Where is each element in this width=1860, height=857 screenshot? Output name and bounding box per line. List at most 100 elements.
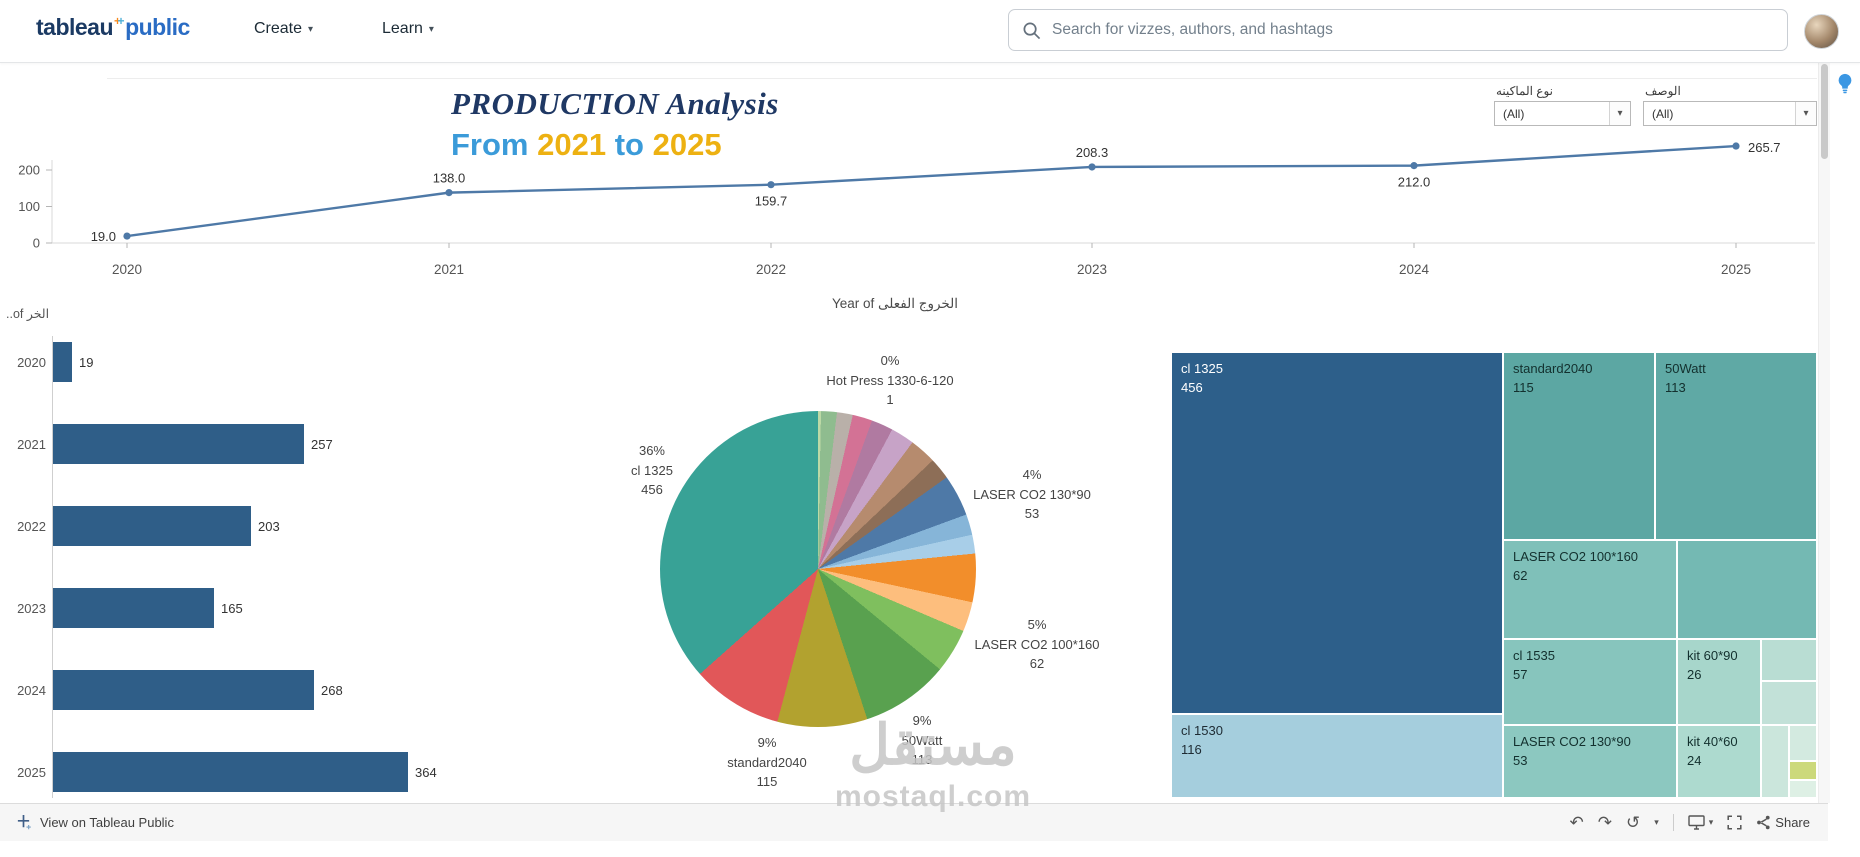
bar-row[interactable]: 2023 165 — [8, 586, 478, 630]
bar-category-label: 2023 — [17, 600, 46, 616]
pie-callout: 0% Hot Press 1330-6-120 1 — [826, 353, 954, 407]
line-point[interactable] — [1410, 162, 1418, 170]
treemap-block[interactable]: cl 1535 57 — [1504, 640, 1676, 724]
bar-row[interactable]: 2024 268 — [8, 668, 478, 712]
view-on-tableau-label: View on Tableau Public — [40, 815, 174, 830]
treemap-block[interactable]: 50Watt 113 — [1656, 353, 1816, 539]
bar[interactable] — [53, 424, 304, 464]
viz-subtitle: From 2021 to 2025 — [451, 127, 779, 163]
bar-value-label: 19 — [79, 354, 94, 370]
pie-callout: 4% LASER CO2 130*90 53 — [973, 467, 1091, 521]
y-tick-label: 200 — [18, 163, 40, 178]
treemap-block-name: standard2040 — [1513, 361, 1593, 376]
x-tick-label: 2023 — [1077, 262, 1107, 277]
device-layout-button[interactable]: ▾ — [1688, 815, 1713, 830]
treemap-block-name: LASER CO2 130*90 — [1513, 734, 1631, 749]
search-input[interactable] — [1050, 20, 1787, 40]
avatar[interactable] — [1804, 14, 1839, 49]
bar-category-label: 2021 — [17, 436, 46, 452]
treemap-block-small[interactable] — [1790, 762, 1816, 779]
treemap-block-value: 53 — [1513, 752, 1528, 768]
chevron-down-icon[interactable]: ▾ — [1654, 817, 1659, 828]
filter-machine-type-dropdown[interactable]: (All) ▾ — [1494, 101, 1631, 126]
undo-icon[interactable]: ↶ — [1569, 812, 1584, 833]
view-on-tableau-link[interactable]: View on Tableau Public — [16, 804, 174, 841]
nav-learn[interactable]: Learn ▾ — [382, 20, 434, 38]
line-path[interactable] — [126, 144, 1737, 238]
treemap-block-value: 113 — [1665, 379, 1686, 395]
chevron-down-icon[interactable]: ▾ — [1795, 102, 1816, 125]
bar-category-label: 2025 — [17, 764, 46, 780]
subtitle-year-start: 2021 — [537, 127, 607, 162]
line-axis-title: Year of الخروج الفعلى — [832, 296, 958, 311]
viz-title: PRODUCTION Analysis — [451, 86, 779, 121]
viz-title-block: PRODUCTION Analysis From 2021 to 2025 — [451, 86, 779, 163]
bar[interactable] — [53, 588, 214, 628]
treemap-block-small[interactable] — [1762, 726, 1788, 797]
treemap-block[interactable]: cl 1530 116 — [1172, 715, 1502, 797]
chevron-down-icon[interactable]: ▾ — [1609, 102, 1630, 125]
pie-chart[interactable] — [660, 411, 976, 727]
filter-description-dropdown[interactable]: (All) ▾ — [1643, 101, 1817, 126]
bar-row[interactable]: 2021 257 — [8, 422, 478, 466]
treemap-block-small[interactable] — [1762, 640, 1816, 680]
bar-category-label: 2020 — [17, 354, 46, 370]
treemap-block-small[interactable] — [1790, 726, 1816, 760]
scrollbar-thumb[interactable] — [1821, 64, 1828, 159]
point-value-label: 159.7 — [755, 194, 788, 209]
pie-callout: 5% LASER CO2 100*160 62 — [974, 617, 1100, 671]
treemap-block-value: 115 — [1513, 379, 1534, 395]
bar[interactable] — [53, 506, 251, 546]
treemap-block[interactable]: LASER CO2 100*160 62 — [1504, 541, 1676, 638]
point-value-label: 138.0 — [433, 171, 466, 186]
brand-word-tableau: tableau — [36, 14, 114, 40]
nav-create-label: Create — [254, 20, 303, 37]
nav-learn-label: Learn — [382, 20, 423, 37]
bar-row[interactable]: 2025 364 — [8, 750, 478, 794]
bar-chart[interactable]: 2020 19 2021 257 2022 203 2023 165 2024 268 2025 36… — [8, 338, 478, 798]
pie-callout: 9% standard2040 115 — [727, 735, 807, 789]
treemap-block[interactable]: kit 40*60 24 — [1678, 726, 1760, 797]
y-tick-label: 100 — [18, 199, 40, 214]
line-chart[interactable]: 0 100 200 19.0 2020 138.0 2021 159.7 2022 208.3 20… — [0, 62, 1860, 322]
treemap-block-name: kit 60*90 — [1687, 648, 1738, 663]
bar-row[interactable]: 2022 203 — [8, 504, 478, 548]
bar[interactable] — [53, 752, 408, 792]
treemap-block-value: 24 — [1687, 752, 1702, 768]
bar[interactable] — [53, 342, 72, 382]
line-point[interactable] — [445, 189, 453, 197]
treemap-block-small[interactable] — [1762, 682, 1816, 724]
treemap-block-name: cl 1535 — [1513, 648, 1555, 663]
bar-value-label: 165 — [221, 600, 243, 616]
bar[interactable] — [53, 670, 314, 710]
treemap[interactable]: cl 1325 456 cl 1530 116 standard2040 115 50Wat… — [1172, 353, 1816, 797]
line-point[interactable] — [123, 232, 131, 240]
treemap-block-name: kit 40*60 — [1687, 734, 1738, 749]
line-point[interactable] — [767, 181, 775, 189]
line-point[interactable] — [1088, 163, 1096, 171]
treemap-block[interactable]: LASER CO2 130*90 53 — [1504, 726, 1676, 797]
nav-create[interactable]: Create ▾ — [254, 20, 313, 38]
search-bar[interactable] — [1008, 9, 1788, 51]
treemap-block-small[interactable] — [1678, 541, 1816, 638]
lightbulb-icon[interactable] — [1834, 72, 1856, 101]
line-point[interactable] — [1732, 142, 1740, 150]
treemap-block[interactable]: cl 1325 456 — [1172, 353, 1502, 713]
bar-value-label: 268 — [321, 682, 343, 698]
tableau-logo-icon — [17, 815, 31, 830]
reset-icon[interactable]: ↺ — [1625, 812, 1641, 833]
treemap-block-small[interactable] — [1790, 781, 1816, 797]
bar-row[interactable]: 2020 19 — [8, 340, 478, 384]
fullscreen-icon[interactable] — [1727, 815, 1742, 830]
viz-footer: View on Tableau Public ↶ ↷ ↺ ▾ ▾ Share — [0, 803, 1828, 841]
scrollbar-track[interactable] — [1818, 62, 1830, 803]
share-button[interactable]: Share — [1756, 815, 1810, 830]
monitor-icon — [1688, 815, 1705, 830]
treemap-block[interactable]: kit 60*90 26 — [1678, 640, 1760, 724]
redo-icon[interactable]: ↷ — [1597, 812, 1612, 833]
bar-value-label: 257 — [311, 436, 333, 452]
treemap-block[interactable]: standard2040 115 — [1504, 353, 1654, 539]
tableau-public-logo[interactable]: tableau++public — [36, 14, 190, 41]
point-value-label: 265.7 — [1748, 140, 1781, 155]
y-tick-label: 0 — [33, 236, 40, 251]
